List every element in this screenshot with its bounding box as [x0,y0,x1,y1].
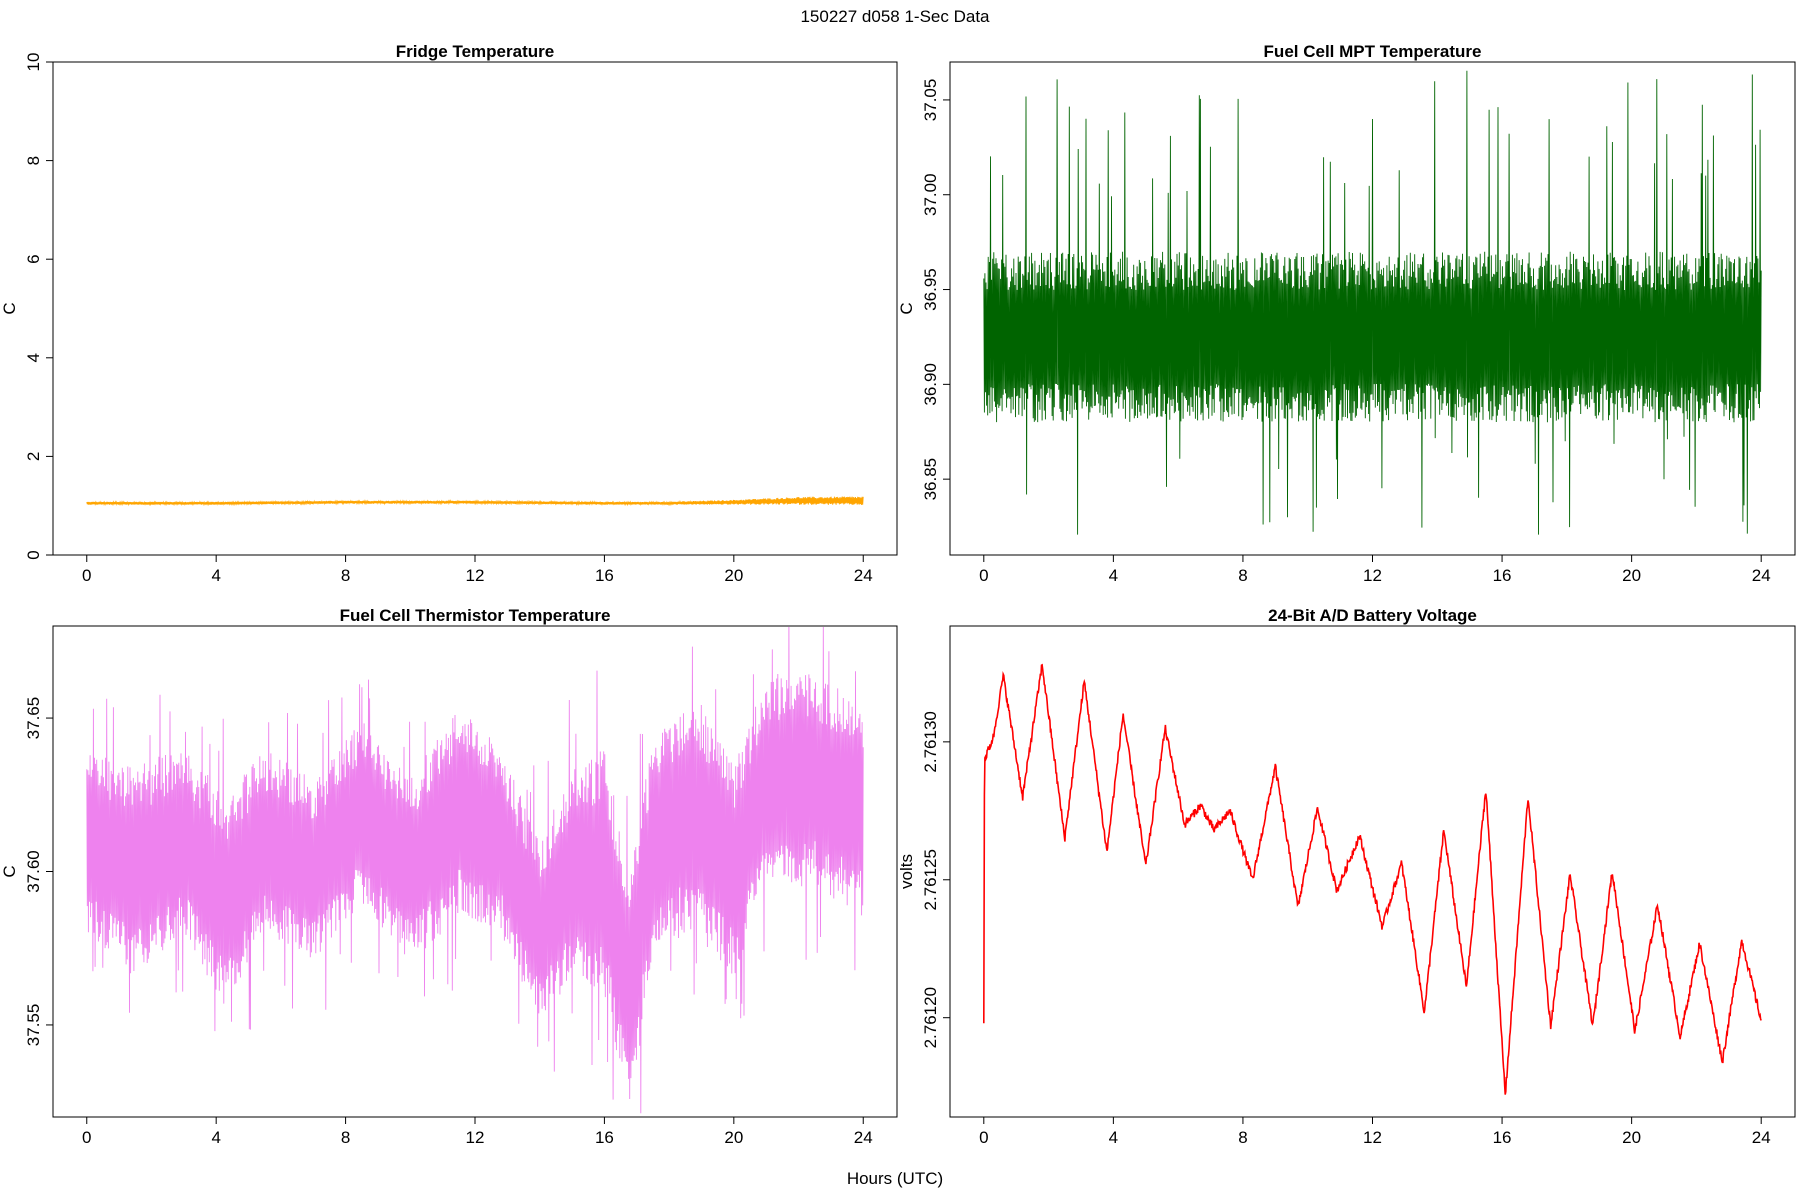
y-tick-label: 37.05 [921,79,940,122]
x-tick-label: 4 [1109,566,1118,585]
panel-battery-voltage: 24-Bit A/D Battery Voltage volts 0 4 8 12 16 20… [897,606,1796,1147]
y-tick-label: 37.00 [921,173,940,216]
figure-x-axis-label: Hours (UTC) [847,1169,943,1188]
series-line [86,496,864,507]
series-line [983,70,1762,535]
y-axis-label: volts [897,854,916,889]
x-tick-label: 4 [1109,1128,1118,1147]
x-tick-label: 8 [1238,1128,1247,1147]
y-axis-label: C [0,865,19,877]
x-tick-label: 16 [595,566,614,585]
plot-frame [949,625,1796,1118]
x-tick-label: 8 [1238,566,1247,585]
panel-title: Fuel Cell Thermistor Temperature [340,606,611,625]
x-tick-label: 4 [211,1128,220,1147]
x-tick-label: 8 [341,1128,350,1147]
x-tick-label: 16 [1493,1128,1512,1147]
y-tick-label: 37.65 [24,697,43,740]
x-tick-label: 12 [1363,1128,1382,1147]
x-tick-label: 20 [1622,1128,1641,1147]
x-tick-label: 0 [979,566,988,585]
x-tick-label: 12 [466,566,485,585]
panel-fuel-cell-mpt-temperature: Fuel Cell MPT Temperature C 0 4 8 12 16 20 24 36.… [897,42,1796,585]
x-tick-label: 0 [82,1128,91,1147]
x-tick-label: 24 [854,566,873,585]
y-tick-label: 2.76130 [921,711,940,772]
y-tick-label: 37.60 [24,850,43,893]
x-tick-label: 24 [1752,566,1771,585]
x-tick-label: 0 [82,566,91,585]
y-tick-label: 6 [24,254,43,263]
y-tick-label: 2.76125 [921,849,940,910]
y-tick-label: 4 [24,353,43,362]
y-axis-label: C [897,302,916,314]
y-axis-label: C [0,302,19,314]
x-tick-label: 20 [1622,566,1641,585]
series-line [982,663,1762,1095]
x-tick-label: 0 [979,1128,988,1147]
y-tick-label: 8 [24,156,43,165]
x-tick-label: 24 [1752,1128,1771,1147]
x-tick-label: 20 [724,566,743,585]
figure-title: 150227 d058 1-Sec Data [800,7,990,26]
x-tick-label: 16 [1493,566,1512,585]
y-tick-label: 36.95 [921,268,940,311]
x-tick-label: 24 [854,1128,873,1147]
panel-title: Fuel Cell MPT Temperature [1264,42,1482,61]
y-tick-label: 37.55 [24,1004,43,1047]
panel-title: 24-Bit A/D Battery Voltage [1268,606,1477,625]
y-tick-label: 2 [24,452,43,461]
x-tick-label: 12 [466,1128,485,1147]
x-tick-label: 8 [341,566,350,585]
x-tick-label: 12 [1363,566,1382,585]
y-tick-label: 0 [24,550,43,559]
panel-title: Fridge Temperature [396,42,554,61]
y-tick-label: 2.76120 [921,987,940,1048]
series-line [86,627,864,1114]
y-tick-label: 10 [24,53,43,72]
plot-frame [52,61,898,556]
x-tick-label: 16 [595,1128,614,1147]
y-tick-label: 36.85 [921,458,940,501]
y-tick-label: 36.90 [921,363,940,406]
x-tick-label: 20 [724,1128,743,1147]
panel-fuel-cell-thermistor-temperature: Fuel Cell Thermistor Temperature C 0 4 8 12 16… [0,606,898,1147]
x-tick-label: 4 [211,566,220,585]
